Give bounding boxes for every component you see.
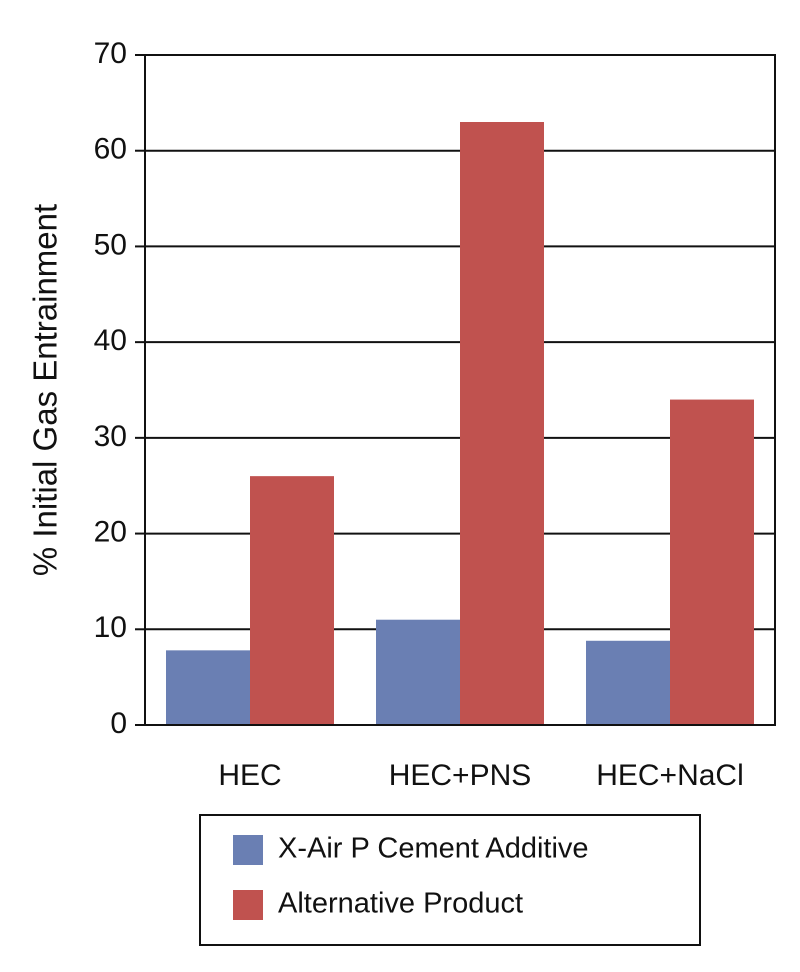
y-tick-label: 20	[94, 515, 127, 548]
legend-swatch	[233, 835, 263, 865]
legend-box	[199, 814, 701, 946]
y-axis-label: % Initial Gas Entrainment	[27, 204, 64, 576]
plot-frame	[144, 54, 776, 726]
y-tick-label: 50	[94, 228, 127, 261]
x-tick-label: HEC+NaCl	[596, 759, 744, 792]
bar	[670, 399, 754, 725]
legend-label: X-Air P Cement Additive	[278, 833, 589, 865]
y-tick-label: 70	[94, 37, 127, 70]
y-tick-label: 30	[94, 420, 127, 453]
bar	[250, 476, 334, 725]
legend-label: Alternative Product	[278, 888, 523, 920]
x-tick-label: HEC+PNS	[389, 759, 532, 792]
y-tick-label: 60	[94, 133, 127, 166]
y-tick-label: 0	[110, 707, 127, 740]
x-tick-label: HEC	[218, 759, 281, 792]
y-tick-label: 40	[94, 324, 127, 357]
bar	[166, 650, 250, 725]
y-tick-label: 10	[94, 611, 127, 644]
bar	[460, 122, 544, 725]
bar	[586, 640, 670, 725]
legend-swatch	[233, 890, 263, 920]
bar	[376, 619, 460, 725]
